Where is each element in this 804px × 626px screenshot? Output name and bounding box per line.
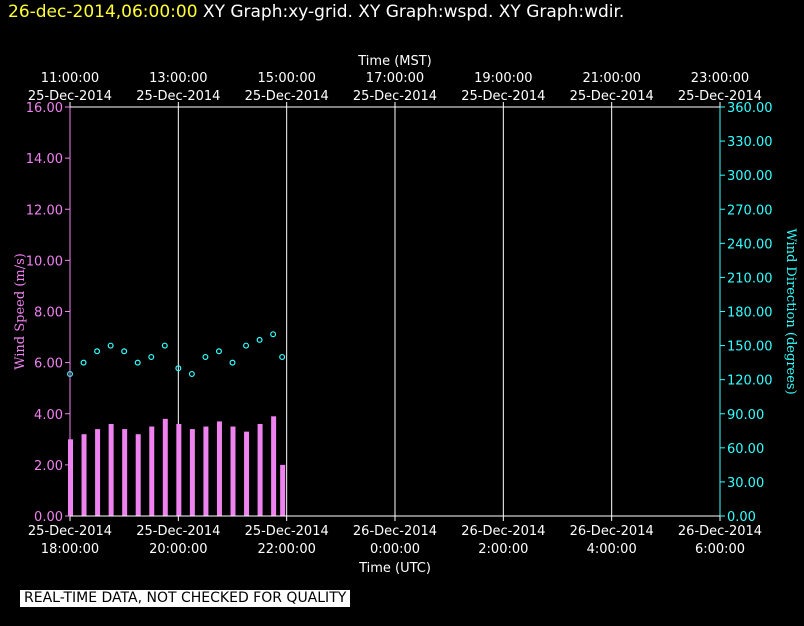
wind-direction-point — [215, 348, 222, 355]
bottom-tick-date: 26-Dec-2014 — [570, 524, 654, 539]
wind-speed-series — [68, 416, 286, 516]
bottom-tick-time: 6:00:00 — [695, 542, 745, 557]
top-tick-date: 25-Dec-2014 — [136, 89, 220, 104]
right-tick-label: 360.00 — [727, 101, 773, 116]
right-axis-title: Wind Direction (degrees) — [783, 228, 798, 394]
left-tick-label: 6.00 — [34, 357, 63, 372]
wind-direction-point — [175, 365, 182, 372]
right-tick-label: 150.00 — [727, 340, 773, 355]
wind-speed-bar — [95, 429, 101, 516]
wind-direction-point — [148, 353, 155, 360]
right-tick-label: 270.00 — [727, 203, 773, 218]
bottom-tick-date: 25-Dec-2014 — [136, 524, 220, 539]
bottom-tick-time: 0:00:00 — [370, 542, 420, 557]
top-tick-time: 11:00:00 — [41, 71, 99, 86]
wind-speed-bar — [271, 416, 277, 516]
top-tick-date: 25-Dec-2014 — [28, 89, 112, 104]
top-tick-date: 25-Dec-2014 — [678, 89, 762, 104]
right-tick-label: 240.00 — [727, 237, 773, 252]
wind-speed-bar — [244, 431, 250, 516]
quality-notice: REAL-TIME DATA, NOT CHECKED FOR QUALITY — [20, 590, 351, 607]
left-tick-label: 8.00 — [34, 306, 63, 321]
wind-direction-series — [66, 331, 286, 377]
top-tick-date: 25-Dec-2014 — [461, 89, 545, 104]
wind-speed-bar — [230, 426, 236, 516]
wind-speed-bar — [189, 429, 195, 516]
wind-speed-bar — [108, 423, 114, 516]
top-tick-time: 21:00:00 — [582, 71, 640, 86]
top-tick-time: 15:00:00 — [257, 71, 315, 86]
right-tick-label: 120.00 — [727, 374, 773, 389]
left-tick-label: 0.00 — [34, 510, 63, 525]
left-tick-label: 4.00 — [34, 408, 63, 423]
wind-direction-point — [188, 370, 195, 377]
header-graph-wdir: XY Graph:wdir. — [498, 2, 625, 22]
top-tick-date: 25-Dec-2014 — [245, 89, 329, 104]
axes — [65, 102, 725, 521]
right-tick-label: 300.00 — [727, 169, 773, 184]
top-tick-time: 19:00:00 — [474, 71, 532, 86]
wind-direction-point — [229, 359, 236, 366]
top-tick-time: 23:00:00 — [691, 71, 749, 86]
bottom-tick-time: 22:00:00 — [257, 542, 315, 557]
axis-labels: Time (MST) 11:00:00 25-Dec-2014 13:00:00 25-… — [13, 54, 798, 576]
wind-direction-point — [279, 353, 286, 360]
wind-direction-point — [134, 359, 141, 366]
wind-direction-point — [202, 353, 209, 360]
left-tick-label: 14.00 — [26, 152, 63, 167]
wind-direction-point — [256, 336, 263, 343]
right-tick-label: 210.00 — [727, 271, 773, 286]
wind-speed-bar — [81, 434, 87, 516]
left-tick-label: 10.00 — [26, 254, 63, 269]
wind-direction-point — [107, 342, 114, 349]
bottom-tick-date: 26-Dec-2014 — [461, 524, 545, 539]
wind-direction-point — [161, 342, 168, 349]
bottom-axis-title: Time (UTC) — [358, 561, 431, 576]
wind-speed-bar — [162, 418, 168, 516]
wind-speed-bar — [216, 421, 222, 516]
top-tick-date: 25-Dec-2014 — [353, 89, 437, 104]
bottom-tick-time: 20:00:00 — [149, 542, 207, 557]
wind-speed-bar — [149, 426, 155, 516]
header-timestamp: 26-dec-2014,06:00:00 — [8, 2, 198, 22]
wind-direction-point — [243, 342, 250, 349]
left-axis-title: Wind Speed (m/s) — [13, 253, 28, 370]
right-tick-label: 0.00 — [727, 510, 756, 525]
wind-speed-bar — [135, 434, 141, 516]
wind-direction-point — [94, 348, 101, 355]
wind-direction-point — [121, 348, 128, 355]
header-graph-wspd: XY Graph:wspd. — [358, 2, 494, 22]
left-tick-label: 12.00 — [26, 203, 63, 218]
right-tick-label: 180.00 — [727, 306, 773, 321]
top-axis-title: Time (MST) — [357, 54, 432, 69]
right-tick-label: 60.00 — [727, 442, 764, 457]
bottom-tick-date: 26-Dec-2014 — [678, 524, 762, 539]
bottom-tick-time: 4:00:00 — [587, 542, 637, 557]
wind-speed-bar — [280, 464, 286, 516]
bottom-tick-date: 25-Dec-2014 — [245, 524, 329, 539]
wind-speed-bar — [257, 423, 263, 516]
wind-speed-bar — [203, 426, 209, 516]
bottom-tick-date: 25-Dec-2014 — [28, 524, 112, 539]
header-graph-xy-grid: XY Graph:xy-grid. — [202, 2, 353, 22]
wind-direction-point — [270, 331, 277, 338]
right-tick-label: 90.00 — [727, 408, 764, 423]
top-tick-time: 17:00:00 — [366, 71, 424, 86]
header-title: 26-dec-2014,06:00:00 XY Graph:xy-grid. X… — [8, 2, 624, 22]
bottom-tick-time: 2:00:00 — [478, 542, 528, 557]
bottom-tick-time: 18:00:00 — [41, 542, 99, 557]
right-tick-label: 30.00 — [727, 476, 764, 491]
bottom-tick-date: 26-Dec-2014 — [353, 524, 437, 539]
wind-speed-bar — [176, 423, 182, 516]
wind-speed-bar — [122, 429, 128, 516]
wind-direction-point — [80, 359, 87, 366]
left-tick-label: 2.00 — [34, 459, 63, 474]
top-tick-time: 13:00:00 — [149, 71, 207, 86]
top-tick-date: 25-Dec-2014 — [570, 89, 654, 104]
left-tick-label: 16.00 — [26, 101, 63, 116]
right-tick-label: 330.00 — [727, 135, 773, 150]
